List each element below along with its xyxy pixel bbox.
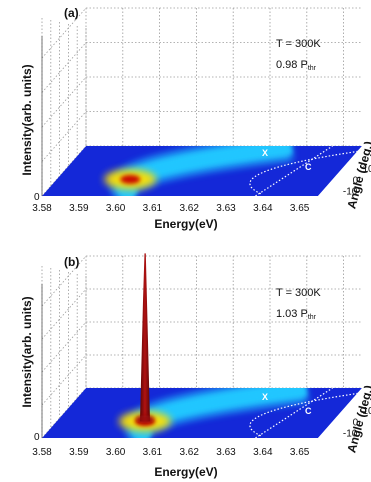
exciton-line — [255, 388, 333, 438]
x-ticks-b: 3.58 3.59 3.60 3.61 3.62 3.63 3.64 3.65 — [32, 447, 310, 458]
lasing-spike — [139, 253, 150, 422]
grid-line — [41, 7, 87, 59]
grid-line — [41, 387, 87, 439]
power-annotation-a: 0.98 Pthr — [276, 59, 317, 72]
x-axis-label-b: Energy(eV) — [154, 465, 217, 479]
polariton-dispersion-line — [249, 146, 362, 195]
x-tick-label: 3.58 — [32, 203, 52, 214]
grid-line — [41, 321, 87, 373]
chart-panel-a: 3.58 3.59 3.60 3.61 3.62 3.63 3.64 3.65 3020100… — [20, 6, 371, 231]
y-axis-label-b: Intensity(arb. units) — [20, 296, 34, 407]
angle-tick-label: -10 — [343, 428, 358, 439]
branch-label-x-b: X — [262, 392, 268, 402]
x-tick-label: 3.60 — [106, 203, 126, 214]
panel-label-b: (b) — [64, 255, 79, 269]
y-zero-label-a: 0 — [34, 192, 40, 203]
y-zero-label-b: 0 — [34, 432, 40, 443]
power-annotation-b: 1.03 Pthr — [276, 308, 317, 321]
grid-line — [41, 255, 87, 307]
lasing-spike-base — [135, 415, 154, 424]
grid-line — [41, 288, 87, 340]
x-tick-label: 3.59 — [69, 447, 89, 458]
x-tick-label: 3.58 — [32, 447, 52, 458]
x-axis-label-a: Energy(eV) — [154, 217, 217, 231]
temperature-annotation-b: T = 300K — [276, 287, 321, 299]
angle-tick-label: 10 — [362, 164, 371, 175]
surface-content — [42, 388, 362, 438]
x-tick-label: 3.62 — [179, 203, 199, 214]
surface-content — [42, 146, 362, 196]
panel-label-a: (a) — [64, 6, 79, 20]
branch-label-c-b: C — [305, 406, 312, 416]
angle-tick-label: -10 — [343, 186, 358, 197]
angle-tick-label: 0 — [353, 175, 359, 186]
x-tick-label: 3.64 — [253, 447, 273, 458]
x-tick-label: 3.60 — [106, 447, 126, 458]
x-tick-label: 3.59 — [69, 203, 89, 214]
grid-line — [41, 111, 87, 162]
x-tick-label: 3.63 — [216, 447, 236, 458]
angle-ticks-a: 3020100-10 — [343, 164, 371, 197]
angle-tick-label: 0 — [353, 417, 359, 428]
chart-panel-b: 3.58 3.59 3.60 3.61 3.62 3.63 3.64 3.65 3020100… — [20, 253, 371, 479]
x-tick-label: 3.61 — [143, 447, 163, 458]
peak-hot-region — [120, 174, 141, 184]
exciton-line — [255, 146, 333, 196]
angle-ticks-b: 3020100-10 — [343, 406, 371, 439]
grid-line — [41, 76, 87, 128]
x-tick-label: 3.65 — [290, 447, 310, 458]
x-tick-label: 3.62 — [179, 447, 199, 458]
x-tick-label: 3.64 — [253, 203, 273, 214]
y-axis-label-a: Intensity(arb. units) — [20, 64, 34, 175]
surface-a — [42, 146, 362, 196]
polariton-dispersion-line — [249, 388, 362, 437]
x-tick-label: 3.63 — [216, 203, 236, 214]
x-ticks-a: 3.58 3.59 3.60 3.61 3.62 3.63 3.64 3.65 — [32, 203, 310, 214]
angle-tick-label: 10 — [362, 406, 371, 417]
x-tick-label: 3.65 — [290, 203, 310, 214]
branch-label-c-a: C — [305, 162, 312, 172]
grid-line — [41, 42, 87, 93]
x-tick-label: 3.61 — [143, 203, 163, 214]
surface-b — [42, 253, 362, 438]
temperature-annotation-a: T = 300K — [276, 38, 321, 50]
branch-label-x-a: X — [262, 148, 268, 158]
grid-line — [41, 354, 87, 406]
